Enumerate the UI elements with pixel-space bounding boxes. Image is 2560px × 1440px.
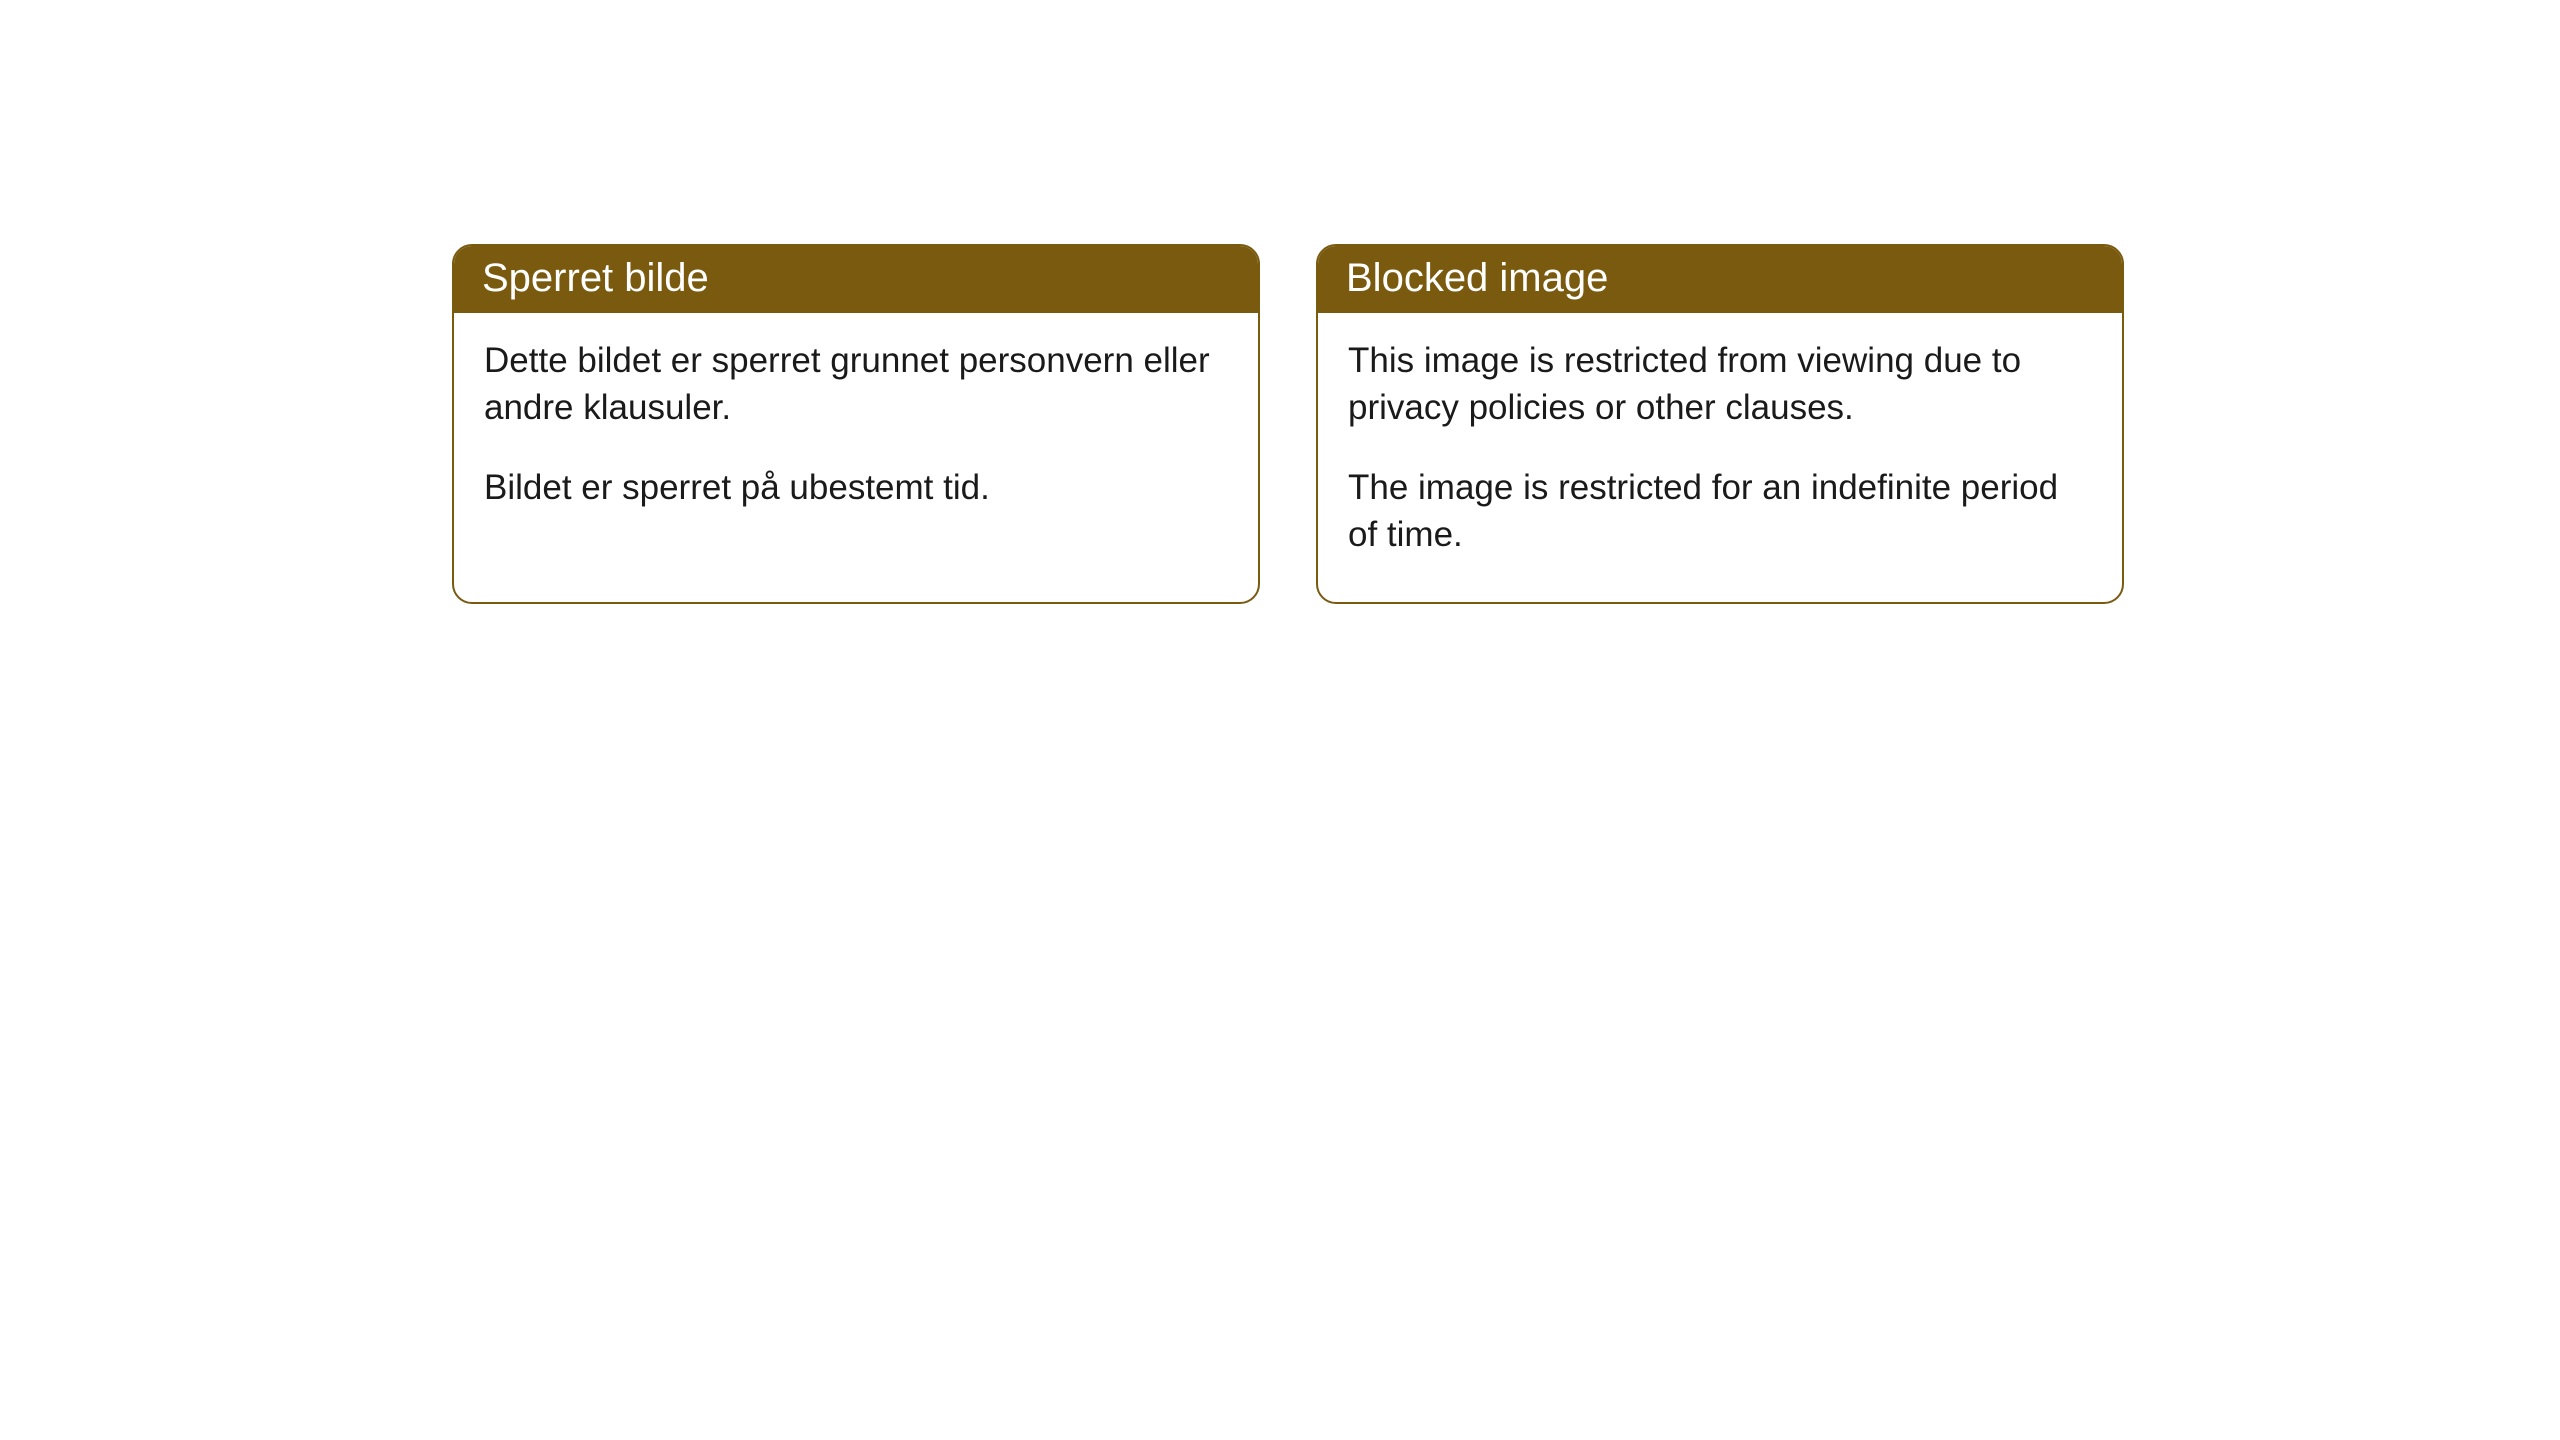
card-title: Blocked image <box>1318 246 2122 313</box>
card-paragraph: Bildet er sperret på ubestemt tid. <box>484 464 1228 511</box>
card-paragraph: The image is restricted for an indefinit… <box>1348 464 2092 559</box>
notice-cards-container: Sperret bilde Dette bildet er sperret gr… <box>0 0 2560 604</box>
blocked-image-card-no: Sperret bilde Dette bildet er sperret gr… <box>452 244 1260 604</box>
blocked-image-card-en: Blocked image This image is restricted f… <box>1316 244 2124 604</box>
card-body: Dette bildet er sperret grunnet personve… <box>454 313 1258 555</box>
card-body: This image is restricted from viewing du… <box>1318 313 2122 602</box>
card-title: Sperret bilde <box>454 246 1258 313</box>
card-paragraph: Dette bildet er sperret grunnet personve… <box>484 337 1228 432</box>
card-paragraph: This image is restricted from viewing du… <box>1348 337 2092 432</box>
